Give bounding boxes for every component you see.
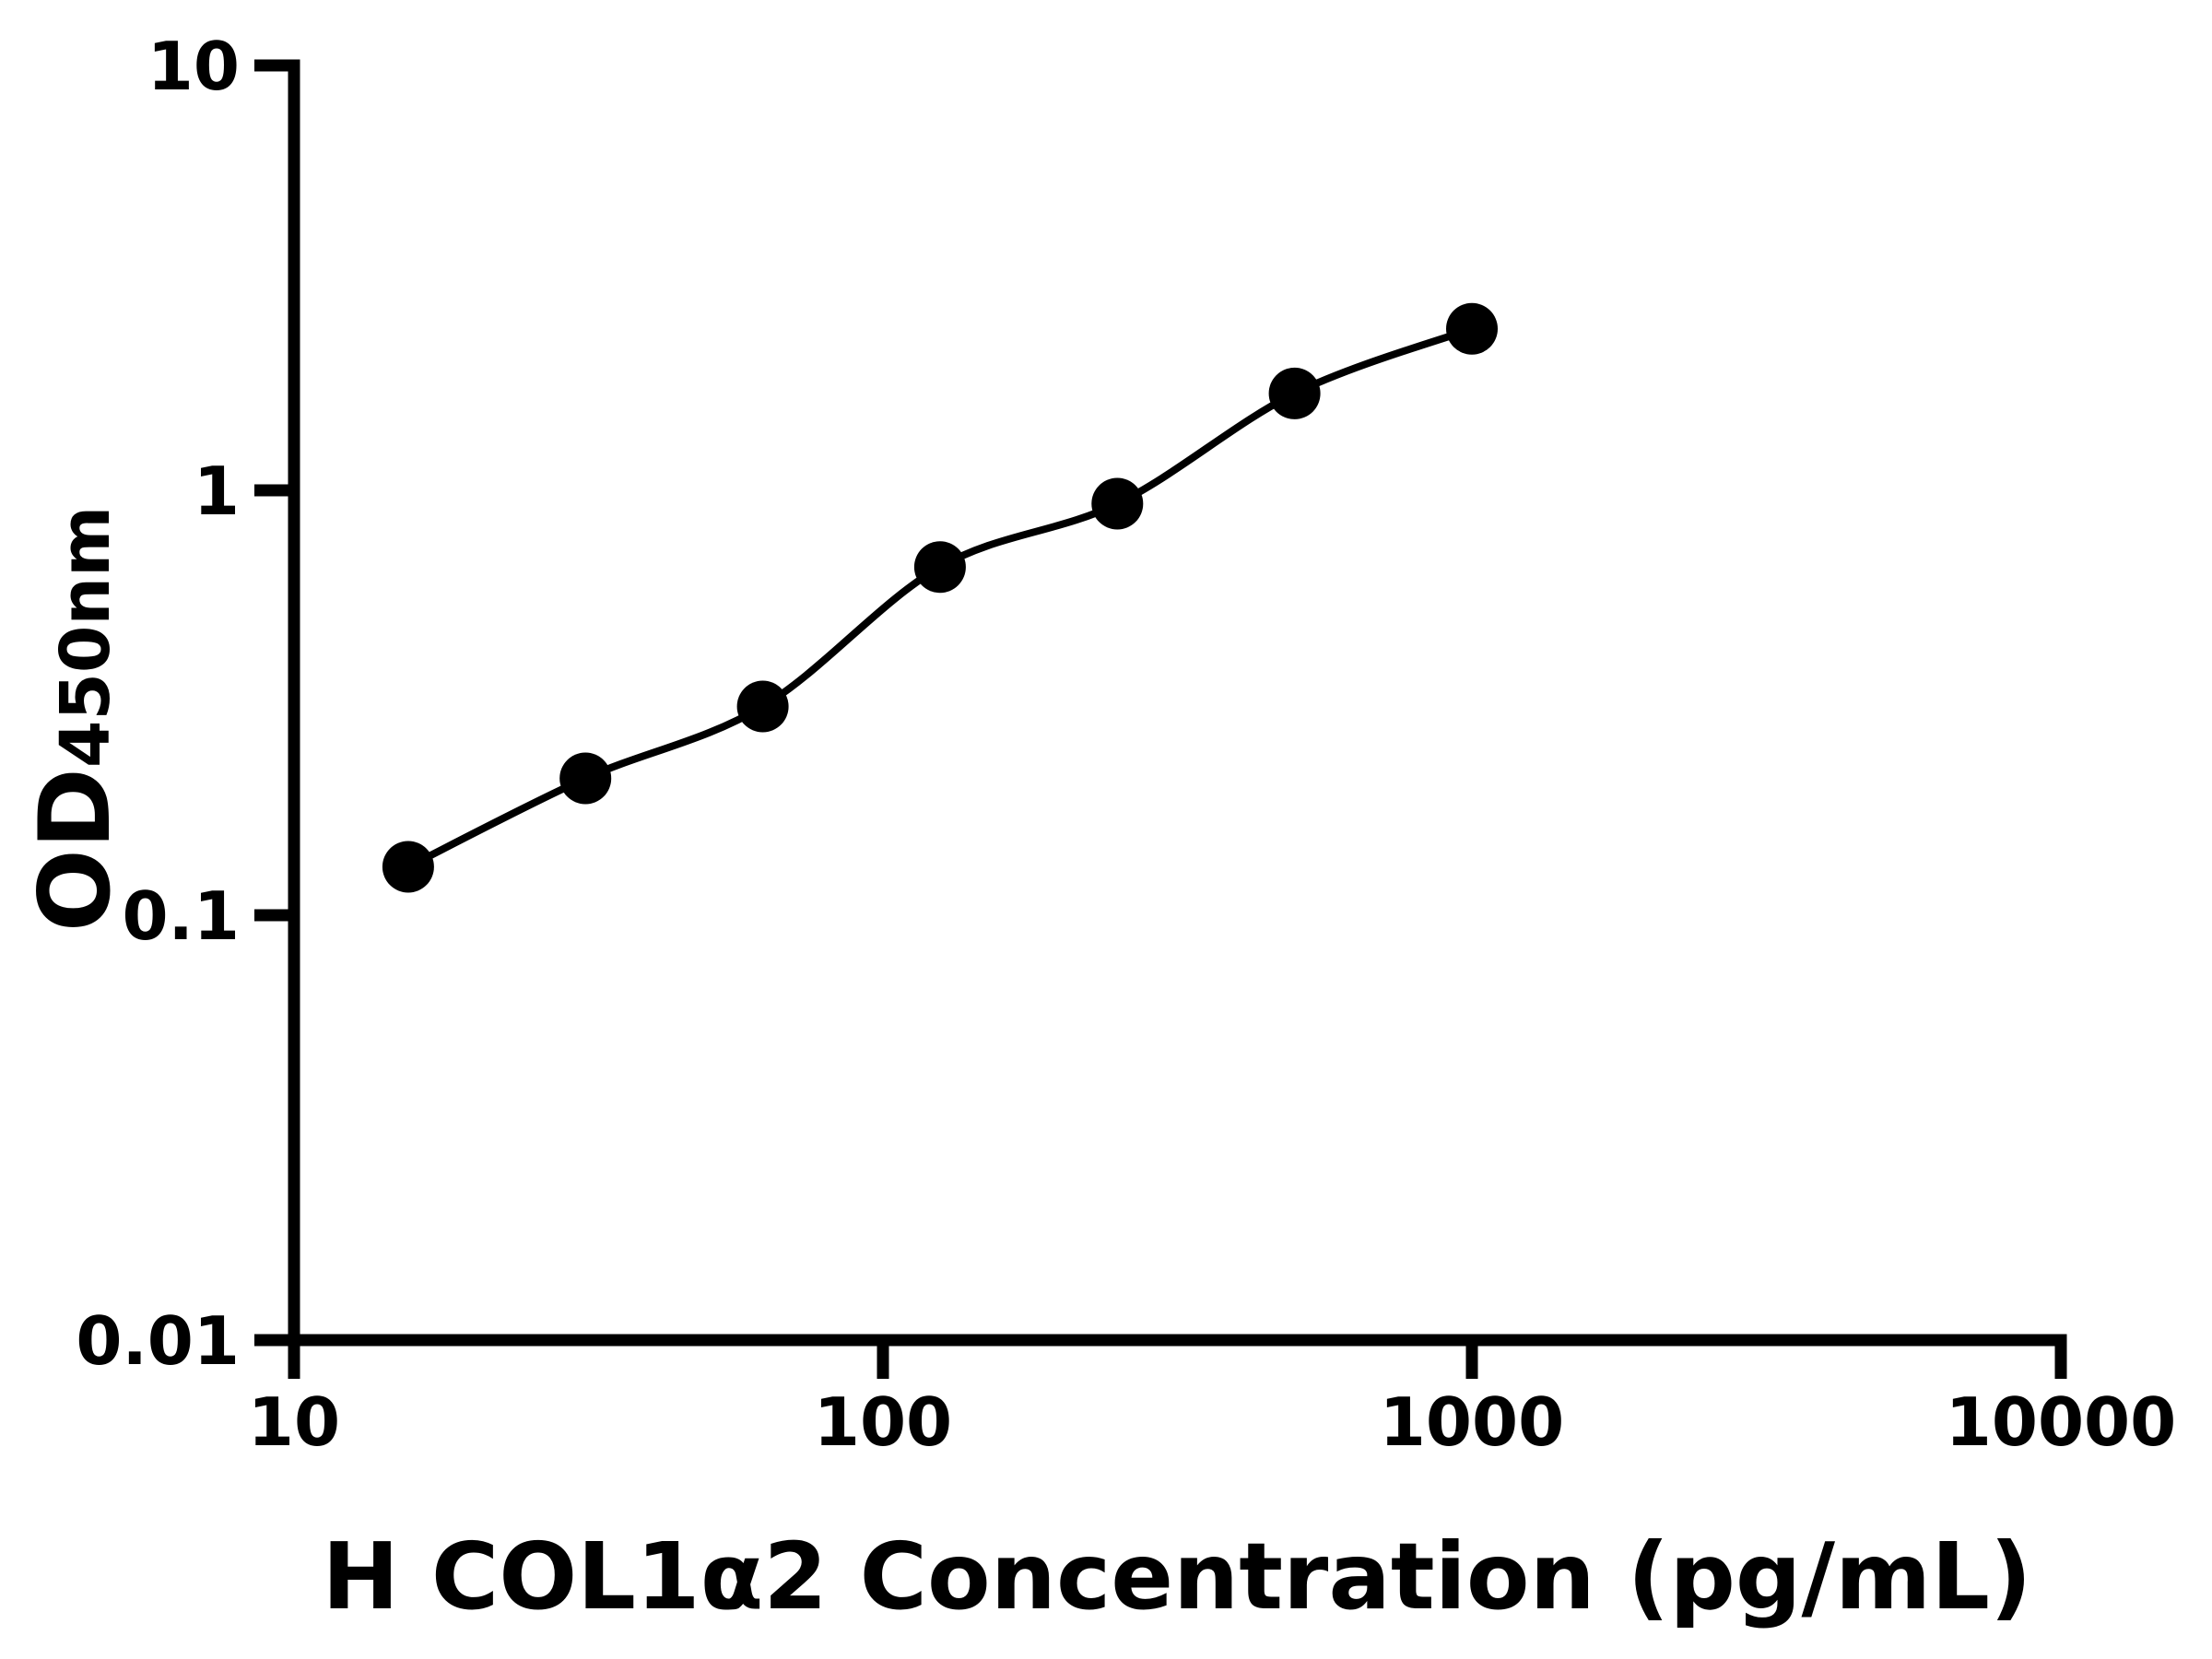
x-tick-label: 10 [248, 1383, 340, 1461]
y-axis-title-subscript: 450nm [46, 506, 125, 768]
y-tick-label: 1 [194, 453, 240, 530]
y-tick-label: 10 [147, 28, 240, 105]
x-tick-label: 10000 [1946, 1383, 2177, 1461]
x-axis-ticks [288, 1340, 2067, 1379]
data-point-marker [559, 752, 612, 805]
x-axis-tick-labels: 10 100 1000 10000 [248, 1383, 2176, 1461]
data-series [382, 302, 1498, 893]
data-point-marker [1091, 477, 1144, 530]
x-tick-label: 1000 [1380, 1383, 1564, 1461]
data-point-marker [382, 841, 434, 893]
y-axis-title-main: OD [18, 768, 132, 932]
x-tick-label: 100 [814, 1383, 952, 1461]
x-axis-title: H COL1α2 Concentration (pg/mL) [322, 1523, 2031, 1630]
data-point-marker [1268, 367, 1321, 419]
y-axis-title: OD450nm [18, 506, 132, 932]
y-axis-ticks [254, 59, 294, 1347]
y-tick-label: 0.1 [122, 877, 240, 955]
data-point-marker [1446, 302, 1498, 355]
data-point-marker [913, 541, 966, 594]
y-tick-label: 0.01 [76, 1302, 240, 1380]
data-point-marker [736, 680, 789, 733]
y-axis-tick-labels: 10 1 0.1 0.01 [76, 28, 240, 1380]
